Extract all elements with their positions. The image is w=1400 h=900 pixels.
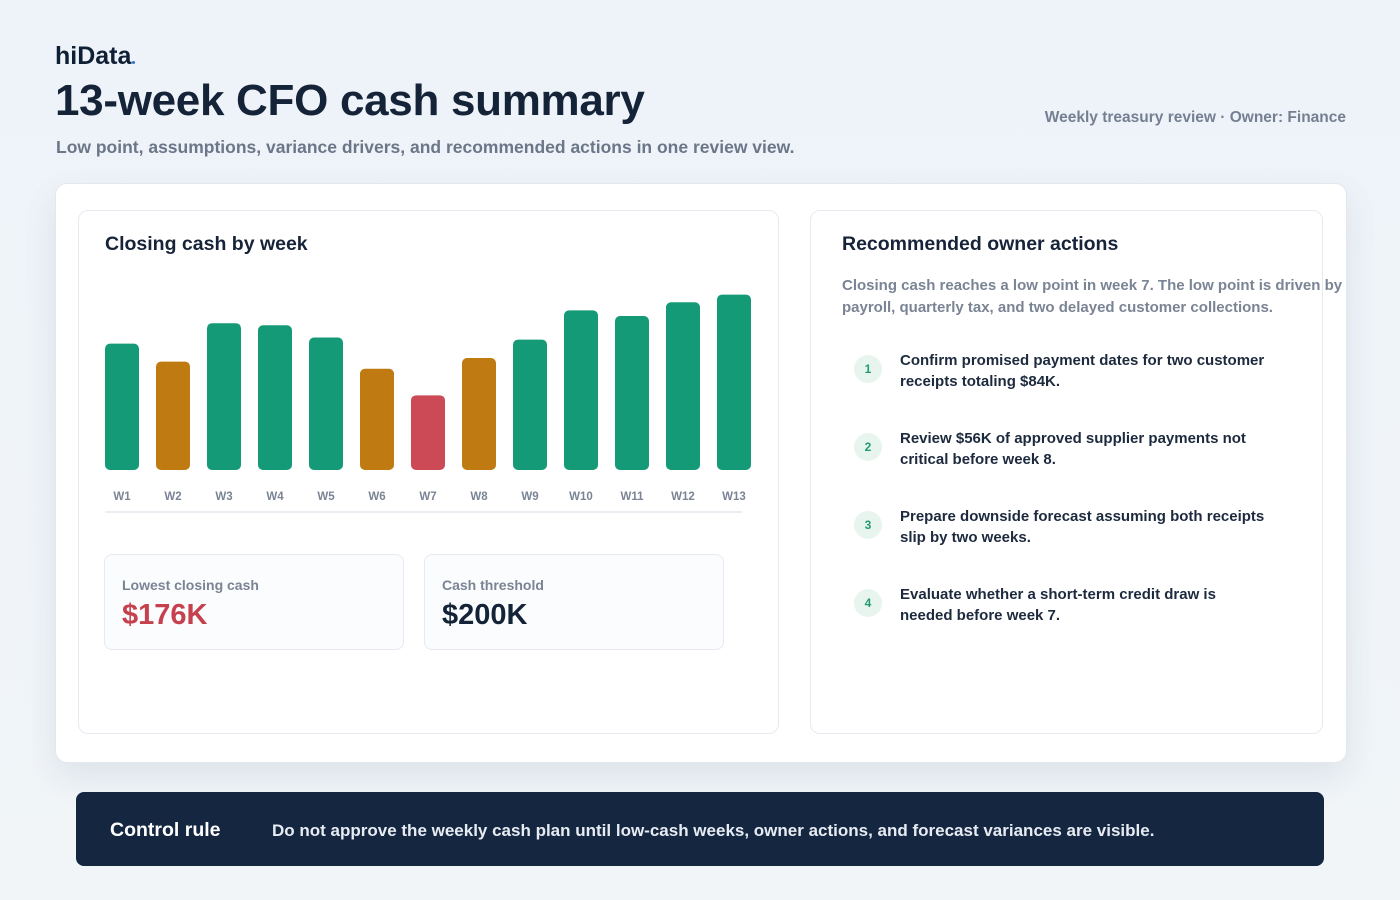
- bar-w6: [360, 368, 394, 470]
- x-tick-label: W8: [470, 491, 488, 503]
- brand-name: hiData: [55, 42, 132, 70]
- bar-w2: [156, 361, 190, 470]
- bar-w4: [258, 325, 292, 470]
- x-tick-label: W10: [569, 491, 593, 503]
- brand-logo: hiData: [55, 42, 136, 71]
- x-tick-label: W7: [419, 491, 436, 503]
- bar-w7: [411, 395, 445, 470]
- step-number-badge: 2: [854, 433, 882, 461]
- kpi-label: Lowest closing cash: [122, 577, 259, 593]
- x-tick-label: W5: [317, 491, 335, 503]
- bar-w5: [309, 337, 343, 470]
- kpi-value: $176K: [122, 599, 208, 631]
- bar-w9: [513, 339, 547, 470]
- bar-w13: [717, 294, 751, 470]
- actions-intro: Closing cash reaches a low point in week…: [842, 277, 1343, 316]
- chart-title: Closing cash by week: [105, 233, 308, 255]
- action-text: Confirm promised payment dates for two c…: [900, 352, 1265, 390]
- page-title: 13-week CFO cash summary: [55, 76, 645, 125]
- bar-w8: [462, 357, 496, 470]
- actions-panel: Recommended owner actions Closing cash r…: [810, 210, 1342, 734]
- kpi-cash-threshold: Cash threshold $200K: [424, 554, 724, 650]
- step-number-badge: 3: [854, 511, 882, 539]
- page-subtitle: Low point, assumptions, variance drivers…: [56, 137, 795, 157]
- review-meta: Weekly treasury review · Owner: Finance: [1044, 109, 1346, 126]
- x-tick-label: W3: [215, 491, 232, 503]
- bar-w10: [564, 310, 598, 470]
- actions-title: Recommended owner actions: [842, 233, 1119, 255]
- chart-panel: Closing cash by week W1 W2 W3 W4 W5 W6 W7 W8 W9 W…: [78, 210, 779, 734]
- control-rule-banner: Control rule Do not approve the weekly c…: [76, 792, 1324, 866]
- x-tick-label: W6: [368, 491, 385, 503]
- control-rule-label: Control rule: [110, 819, 221, 841]
- brand-dot: [132, 61, 136, 64]
- bar-w12: [666, 302, 700, 470]
- step-number-badge: 4: [854, 589, 882, 617]
- kpi-label: Cash threshold: [442, 577, 544, 593]
- x-tick-label: W12: [671, 491, 695, 503]
- x-tick-label: W11: [620, 491, 644, 503]
- closing-cash-chart: W1 W2 W3 W4 W5 W6 W7 W8 W9 W10 W11 W12 W13: [105, 294, 751, 513]
- action-text: Prepare downside forecast assuming both …: [900, 508, 1265, 546]
- summary-board: Closing cash by week W1 W2 W3 W4 W5 W6 W7 W8 W9 W…: [55, 183, 1347, 763]
- x-tick-label: W4: [266, 491, 284, 503]
- control-rule-text: Do not approve the weekly cash plan unti…: [272, 821, 1155, 840]
- bar-w3: [207, 323, 241, 470]
- step-number-badge: 1: [854, 355, 882, 383]
- x-tick-label: W2: [164, 491, 181, 503]
- kpi-value: $200K: [442, 599, 528, 631]
- bar-w11: [615, 316, 649, 470]
- x-tick-label: W9: [521, 491, 538, 503]
- action-text: Evaluate whether a short-term credit dra…: [900, 586, 1216, 624]
- x-tick-label: W1: [113, 491, 131, 503]
- bar-w1: [105, 343, 139, 470]
- kpi-lowest-closing-cash: Lowest closing cash $176K: [104, 554, 404, 650]
- x-tick-label: W13: [722, 491, 746, 503]
- action-text: Review $56K of approved supplier payment…: [900, 430, 1246, 468]
